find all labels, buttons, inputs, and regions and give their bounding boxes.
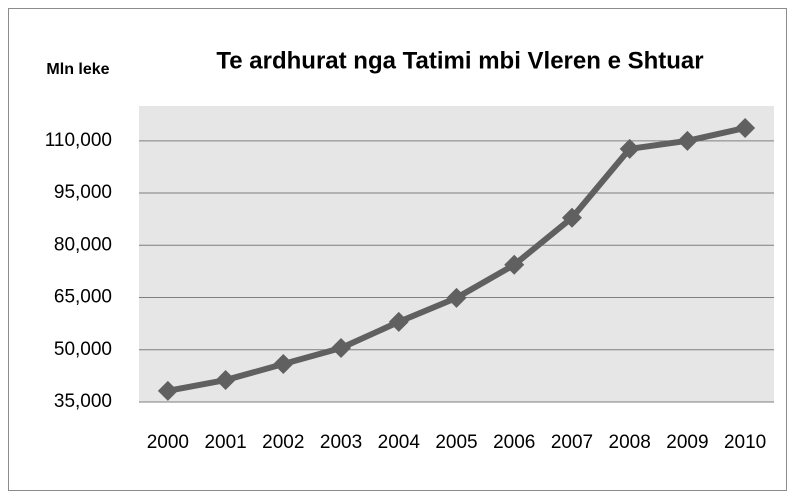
plot-area [139, 106, 774, 402]
x-tick-label: 2004 [378, 432, 421, 453]
chart-title: Te ardhurat nga Tatimi mbi Vleren e Shtu… [216, 47, 703, 74]
x-tick-label: 2006 [493, 432, 535, 453]
x-tick-label: 2001 [204, 432, 246, 453]
x-tick-label: 2005 [435, 432, 477, 453]
data-marker [446, 287, 467, 308]
x-tick-label: 2008 [609, 432, 651, 453]
data-marker [388, 311, 409, 332]
y-tick-label: 95,000 [54, 182, 112, 203]
data-marker [561, 207, 582, 228]
data-marker [735, 117, 756, 138]
y-tick-label: 65,000 [54, 287, 112, 308]
y-tick-label: 50,000 [54, 339, 112, 360]
data-marker [215, 370, 236, 391]
y-tick-label: 80,000 [54, 234, 112, 255]
x-tick-label: 2003 [320, 432, 362, 453]
x-tick-label: 2002 [262, 432, 304, 453]
x-tick-label: 2007 [551, 432, 593, 453]
y-tick-label: 35,000 [54, 391, 112, 412]
data-marker [619, 138, 640, 159]
y-axis-label: Mln leke [46, 61, 109, 78]
data-marker [157, 380, 178, 401]
x-tick-label: 2000 [147, 432, 189, 453]
data-marker [273, 354, 294, 375]
x-tick-label: 2009 [666, 432, 708, 453]
data-marker [331, 338, 352, 359]
x-tick-label: 2010 [724, 432, 766, 453]
y-tick-label: 110,000 [45, 130, 112, 151]
data-marker [504, 254, 525, 275]
data-marker [677, 130, 698, 151]
